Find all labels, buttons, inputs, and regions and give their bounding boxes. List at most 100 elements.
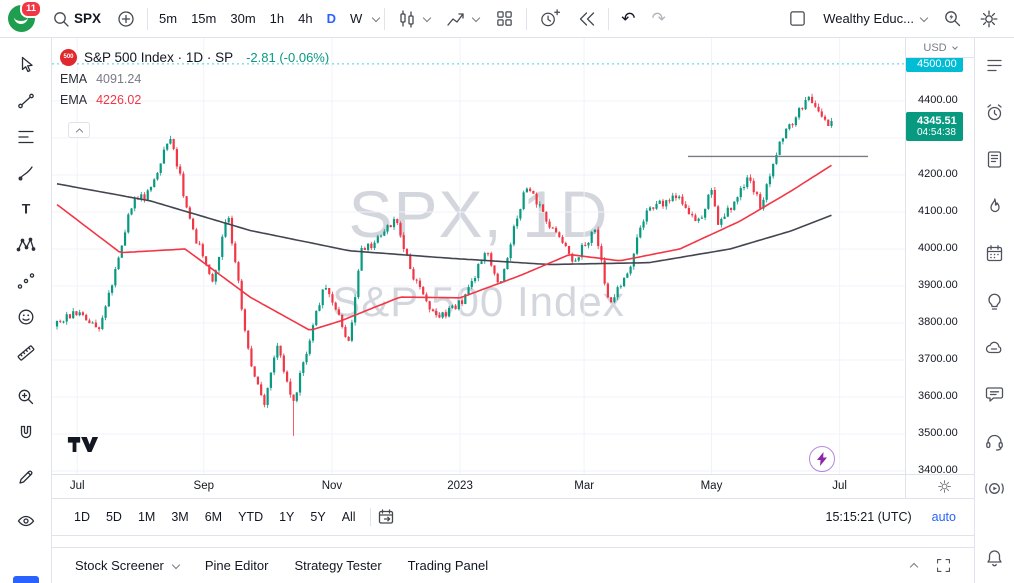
indicators-button[interactable] (439, 5, 486, 33)
undo-button[interactable]: ↶ (621, 9, 636, 28)
price-chart[interactable] (52, 38, 905, 474)
range-all-button[interactable]: All (341, 510, 356, 524)
symbol-query: SPX (74, 11, 102, 26)
chevron-down-icon (951, 43, 958, 50)
price-axis-label: 4000.00 (918, 241, 958, 254)
notification-badge[interactable]: 11 (19, 0, 42, 18)
expand-panel-button[interactable] (908, 561, 919, 572)
indicator-row[interactable]: EMA 4091.24 (60, 68, 329, 89)
plus-circle-icon (118, 10, 134, 27)
tab-label: Trading Panel (407, 558, 489, 573)
symbol-title[interactable]: S&P 500 Index · 1D · SP (84, 49, 234, 65)
tab-pine-editor[interactable]: Pine Editor (192, 552, 282, 579)
text-tool-button[interactable]: T (8, 194, 44, 224)
interval-1d[interactable]: D (326, 11, 336, 26)
interval-15m[interactable]: 15m (191, 11, 217, 26)
magnet-tool-button[interactable] (8, 418, 44, 448)
interval-1w[interactable]: W (350, 11, 363, 26)
indicators-icon (447, 12, 464, 26)
minds-button[interactable] (980, 332, 1010, 362)
symbol-search-button[interactable]: SPX (45, 5, 108, 33)
interval-1h[interactable]: 1h (269, 11, 285, 26)
right-sidebar (974, 38, 1014, 583)
trend-line-tool-button[interactable] (8, 86, 44, 116)
settings-button[interactable] (972, 5, 1006, 33)
news-button[interactable] (980, 144, 1010, 174)
interval-5m[interactable]: 5m (159, 11, 178, 26)
candlestick-icon (400, 9, 414, 28)
create-alert-button[interactable] (532, 5, 567, 33)
drawing-mode-button[interactable] (8, 462, 44, 492)
interval-4h[interactable]: 4h (298, 11, 313, 26)
emoji-tool-button[interactable] (8, 302, 44, 332)
hide-drawings-button[interactable] (8, 506, 44, 536)
maximize-panel-button[interactable] (935, 557, 952, 574)
xabcd-pattern-tool-button[interactable] (8, 230, 44, 260)
alert-price-label[interactable]: 4500.00 (906, 55, 963, 72)
range-1d-button[interactable]: 1D (74, 510, 90, 524)
measure-tool-button[interactable] (8, 338, 44, 368)
tab-strategy-tester[interactable]: Strategy Tester (281, 552, 394, 579)
brush-tool-button[interactable] (8, 158, 44, 188)
time-axis-label: 2023 (447, 480, 473, 492)
tab-stock-screener[interactable]: Stock Screener (62, 552, 192, 579)
scale-auto-button[interactable]: auto (931, 510, 956, 524)
tab-trading-panel[interactable]: Trading Panel (395, 552, 501, 579)
active-tool-indicator[interactable] (13, 576, 39, 583)
alerts-button[interactable] (980, 97, 1010, 127)
chart-type-button[interactable] (390, 5, 437, 33)
range-5d-button[interactable]: 5D (105, 510, 122, 524)
bar-replay-button[interactable] (569, 5, 603, 33)
chats-button[interactable] (980, 379, 1010, 409)
tv-logo-icon (67, 436, 99, 453)
cursor-tool-button[interactable] (8, 50, 44, 80)
price-axis-header[interactable]: USD (906, 38, 974, 58)
range-3m-button[interactable]: 3M (171, 510, 189, 524)
notifications-button[interactable] (980, 543, 1010, 573)
ideas-button[interactable] (980, 285, 1010, 315)
quick-search-button[interactable] (936, 5, 970, 33)
time-axis-settings-button[interactable] (937, 479, 952, 497)
calendar-button[interactable] (980, 238, 1010, 268)
chevron-down-icon (472, 13, 481, 22)
select-layout-button[interactable] (781, 5, 814, 33)
lightning-icon[interactable] (809, 446, 835, 472)
range-5y-button[interactable]: 5Y (310, 510, 326, 524)
time-axis[interactable]: Jul Sep Nov 2023 Mar May Jul (52, 474, 974, 498)
intervals-chevron-down-icon[interactable] (372, 13, 381, 22)
range-1y-button[interactable]: 1Y (279, 510, 295, 524)
time-axis-label: Sep (193, 480, 215, 492)
bolt-glyph (817, 452, 827, 466)
range-ytd-button[interactable]: YTD (238, 510, 264, 524)
hotlists-button[interactable] (980, 191, 1010, 221)
chart-pane[interactable]: SPX, 1D S&P 500 Index 500 S&P 500 Index … (52, 38, 905, 474)
redo-button[interactable]: ↷ (651, 9, 666, 28)
top-toolbar: 11 SPX 5m 15m 30m 1h 4h D W ↶ ↷ Wealthy … (0, 0, 1014, 38)
clock-utc[interactable]: 15:15:21 (UTC) (825, 510, 912, 524)
footer-panel-bar: Stock Screener Pine Editor Strategy Test… (52, 547, 974, 583)
range-1m-button[interactable]: 1M (137, 510, 156, 524)
search-icon (54, 11, 69, 27)
lightning-search-icon (945, 10, 961, 26)
indicator-label: EMA (60, 92, 88, 107)
indicator-row[interactable]: EMA 4226.02 (60, 89, 329, 110)
layout-name-label: Wealthy Educ... (823, 11, 914, 26)
add-symbol-button[interactable] (110, 5, 142, 33)
zoom-in-tool-button[interactable] (8, 382, 44, 412)
user-avatar[interactable]: 11 (8, 0, 42, 32)
tradingview-logo[interactable] (66, 434, 100, 460)
interval-30m[interactable]: 30m (230, 11, 256, 26)
support-button[interactable] (980, 426, 1010, 456)
last-price-label[interactable]: 4345.51 04:54:38 (906, 112, 963, 142)
projection-tool-button[interactable] (8, 266, 44, 296)
streams-button[interactable] (980, 473, 1010, 503)
legend-collapse-button[interactable] (68, 122, 90, 138)
price-axis[interactable]: USD 4400.004300.004200.004100.004000.003… (905, 38, 974, 498)
go-to-date-button[interactable] (377, 508, 395, 526)
range-6m-button[interactable]: 6M (204, 510, 223, 524)
indicator-templates-button[interactable] (488, 5, 521, 33)
fib-retracement-tool-button[interactable] (8, 122, 44, 152)
watchlist-button[interactable] (980, 50, 1010, 80)
magnet-icon (20, 425, 31, 439)
layout-name-button[interactable]: Wealthy Educ... (816, 5, 934, 33)
